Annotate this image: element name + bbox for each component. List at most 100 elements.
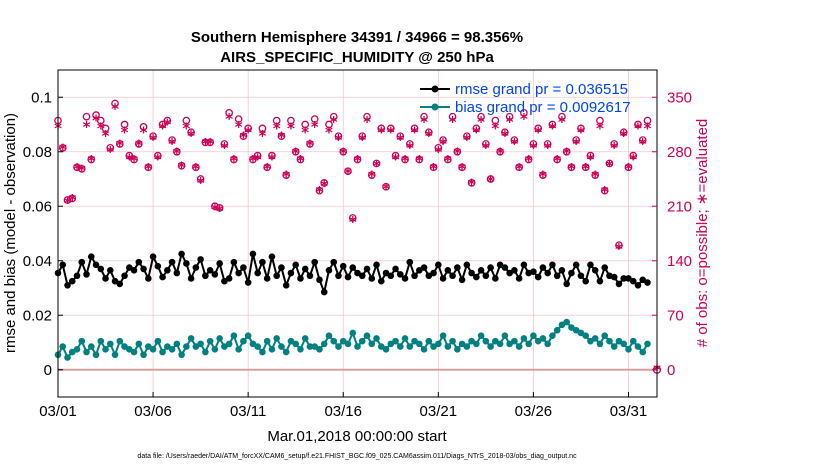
x-tick-label: 03/11 (230, 403, 266, 420)
obs-possible-point (268, 151, 276, 160)
obs-possible-point (434, 144, 443, 152)
obs-evaluated-point: * (339, 144, 347, 162)
bias-point (354, 343, 361, 350)
obs-evaluated-point: * (520, 110, 528, 128)
obs-possible-point (529, 140, 538, 148)
obs-evaluated-point: * (220, 139, 228, 157)
obs-possible-point (515, 163, 523, 172)
bias-point (154, 337, 162, 345)
rmse-point (549, 261, 556, 269)
bias-point (130, 348, 138, 356)
obs-evaluated-point: * (59, 140, 67, 158)
rmse-point (449, 272, 456, 280)
rmse-point (97, 265, 105, 273)
rmse-point (463, 261, 471, 269)
rmse-point (240, 264, 247, 271)
bias-point (259, 348, 266, 356)
obs-evaluated-point: * (539, 168, 547, 186)
rmse-point (164, 266, 171, 274)
rmse-point (297, 275, 304, 282)
obs-possible-point (192, 163, 200, 172)
bias-point (216, 335, 223, 342)
rmse-point (330, 258, 338, 266)
obs-evaluated-point: * (577, 123, 585, 141)
bias-point (325, 332, 333, 339)
obs-possible-point (239, 132, 248, 141)
obs-evaluated-point: * (458, 160, 466, 178)
obs-evaluated-point: * (368, 168, 376, 186)
bias-point (487, 343, 494, 350)
rmse-point (582, 277, 589, 285)
obs-possible-point (111, 99, 119, 108)
obs-evaluated-point: * (396, 131, 404, 149)
obs-evaluated-point: * (572, 135, 580, 153)
bias-point (363, 332, 371, 339)
obs-evaluated-point: * (263, 160, 271, 178)
obs-evaluated-point: * (92, 112, 100, 130)
rmse-point (634, 281, 642, 289)
obs-evaluated-point: * (173, 144, 181, 162)
obs-possible-point (187, 128, 195, 137)
obs-evaluated-point: * (192, 160, 200, 178)
bias-point (282, 348, 290, 356)
obs-possible-point (605, 159, 614, 168)
rmse-point (145, 275, 152, 282)
obs-possible-point (263, 163, 272, 172)
obs-evaluated-point: * (634, 119, 642, 137)
bias-point (382, 346, 390, 353)
obs-possible-point (577, 124, 585, 133)
rmse-point (587, 261, 594, 269)
obs-evaluated-point: * (453, 144, 461, 162)
rmse-point (306, 272, 314, 280)
bias-point (639, 348, 647, 356)
chart-title-line2: AIRS_SPECIFIC_HUMIDITY @ 250 hPa (220, 49, 494, 66)
rmse-point (591, 266, 599, 274)
rmse-point (87, 253, 95, 260)
obs-evaluated-point: * (239, 129, 247, 147)
obs-evaluated-point: * (301, 123, 309, 141)
obs-possible-point (196, 175, 205, 183)
obs-evaluated-point: * (620, 127, 628, 145)
obs-possible-point (363, 112, 371, 121)
obs-possible-point (401, 155, 409, 164)
obs-possible-point (353, 155, 362, 164)
bias-point (473, 340, 480, 348)
rmse-point (249, 250, 257, 258)
bias-point (87, 343, 95, 350)
obs-possible-point (101, 124, 110, 133)
obs-possible-point (391, 151, 400, 160)
rmse-point (349, 264, 357, 271)
bias-point (420, 346, 428, 353)
rmse-point (339, 262, 347, 270)
rmse-point (282, 281, 290, 289)
obs-possible-point (496, 147, 504, 156)
rmse-point (292, 261, 299, 269)
bias-point (140, 351, 147, 359)
bias-point (392, 337, 399, 345)
obs-possible-point (220, 140, 229, 148)
obs-possible-point (405, 140, 414, 148)
y-tick-label-right: 280 (667, 144, 692, 161)
bias-point (644, 340, 651, 348)
obs-possible-point (87, 155, 96, 164)
obs-possible-point (443, 155, 452, 164)
bias-point (268, 346, 276, 353)
rmse-point (596, 277, 604, 285)
y-axis-left: 0 0.02 0.04 0.06 0.08 0.1 (23, 89, 63, 379)
plot-frame (57, 69, 658, 398)
rmse-point (492, 275, 499, 282)
rmse-point (610, 273, 618, 281)
bias-point (496, 340, 504, 348)
obs-evaluated-point: * (387, 123, 395, 141)
rmse-point (106, 266, 114, 274)
obs-possible-point (539, 171, 547, 179)
rmse-point (154, 262, 162, 270)
bias-point (625, 346, 632, 353)
bias-point (482, 337, 490, 345)
bias-point (244, 332, 252, 339)
obs-possible-point (206, 138, 214, 147)
obs-possible-point (168, 136, 176, 144)
obs-evaluated-point: * (297, 152, 305, 170)
rmse-point (373, 261, 380, 269)
bias-point (358, 337, 366, 345)
